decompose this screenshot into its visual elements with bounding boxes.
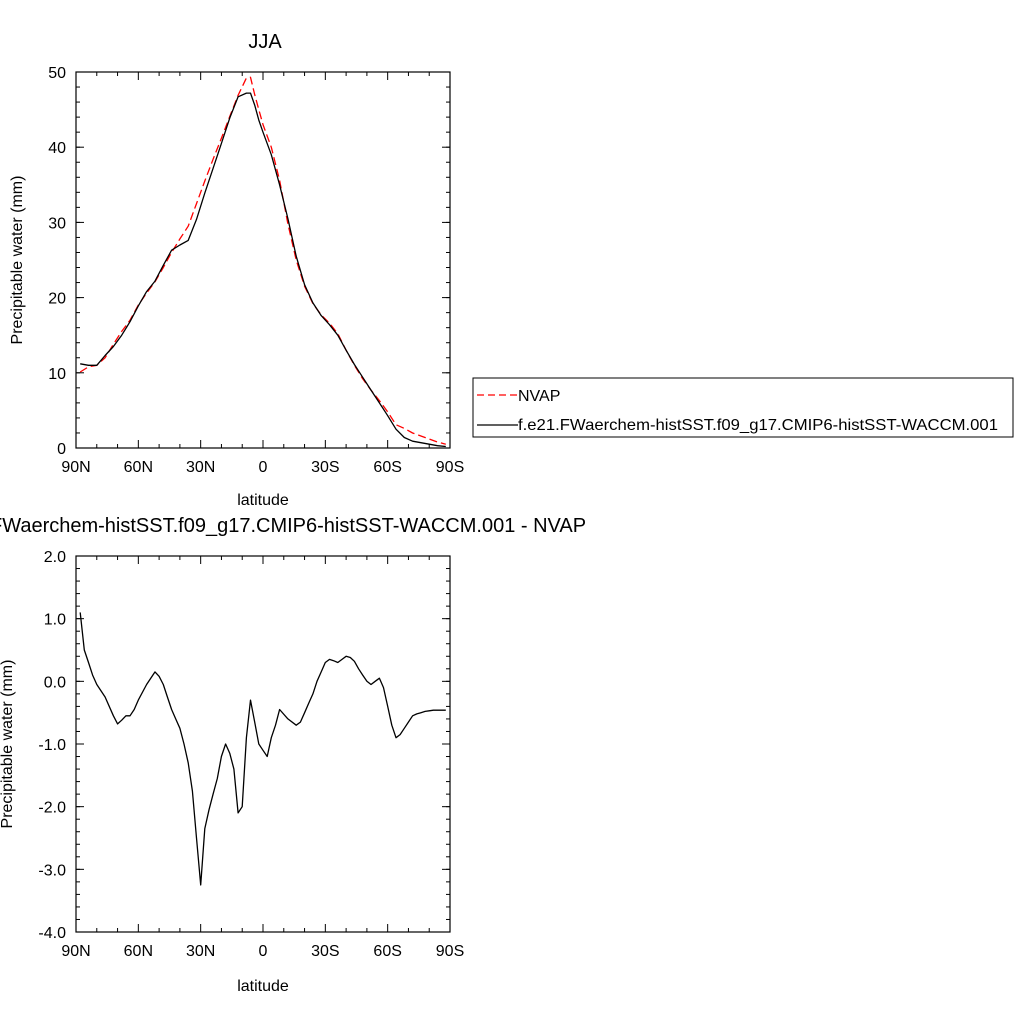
top-y-tick-label: 0 [57,441,66,458]
top-series-line-1 [80,92,446,448]
top-y-tick-label: 50 [48,65,66,82]
top-y-tick-label: 20 [48,291,66,308]
bottom-x-tick-label: 60S [373,943,401,960]
top-x-tick-label: 60N [124,459,153,476]
legend-label-model: f.e21.FWaerchem-histSST.f09_g17.CMIP6-hi… [518,417,998,434]
top-y-tick-label: 30 [48,215,66,232]
bottom-plot-frame [75,555,451,933]
top-y-tick-label: 10 [48,366,66,383]
bottom-x-tick-label: 30N [186,943,215,960]
top-y-axis-label: Precipitable water (mm) [9,176,26,345]
bottom-ticks-group: 90N 60N 30N 0 30S 60S 90S -4.0 -3.0 -2.0 -1.0 0.0 1.… [38,549,464,960]
bottom-y-axis-label: Precipitable water (mm) [0,660,16,829]
bottom-series-group [79,612,446,886]
top-plot-frame [75,71,451,449]
top-y-tick-label: 40 [48,140,66,157]
top-x-tick-label: 60S [373,459,401,476]
bottom-x-tick-label: 30S [311,943,339,960]
top-x-tick-label: 30N [186,459,215,476]
bottom-y-tick-label: -2.0 [38,800,66,817]
top-chart-title: JJA [248,31,282,53]
top-x-tick-label: 90N [61,459,90,476]
bottom-y-tick-label: 1.0 [44,612,66,629]
bottom-x-tick-label: 90N [61,943,90,960]
bottom-chart-title: f.e21.FWaerchem-histSST.f09_g17.CMIP6-hi… [0,515,586,537]
top-x-tick-label: 30S [311,459,339,476]
legend-label-nvap: NVAP [518,388,560,405]
top-series-group [79,76,446,448]
legend-box [472,377,1014,438]
panel-top: JJA 90N 60N 30N 0 30S 60S 90S 0 10 20 30 40 50 latit… [9,31,464,509]
bottom-y-tick-label: 2.0 [44,549,66,566]
bottom-y-tick-label: 0.0 [44,674,66,691]
top-ticks-group: 90N 60N 30N 0 30S 60S 90S 0 10 20 30 40 50 [48,65,464,476]
bottom-x-tick-label: 0 [259,943,268,960]
panel-bottom: f.e21.FWaerchem-histSST.f09_g17.CMIP6-hi… [0,515,586,995]
bottom-series-line-0 [79,612,446,886]
bottom-x-tick-label: 90S [436,943,464,960]
bottom-y-tick-label: -3.0 [38,862,66,879]
top-x-tick-label: 0 [259,459,268,476]
legend: NVAP f.e21.FWaerchem-histSST.f09_g17.CMI… [472,377,1014,438]
bottom-x-axis-label: latitude [237,978,289,995]
bottom-y-tick-label: -4.0 [38,925,66,942]
top-x-tick-label: 90S [436,459,464,476]
bottom-x-tick-label: 60N [124,943,153,960]
bottom-y-tick-label: -1.0 [38,737,66,754]
top-x-axis-label: latitude [237,492,289,509]
